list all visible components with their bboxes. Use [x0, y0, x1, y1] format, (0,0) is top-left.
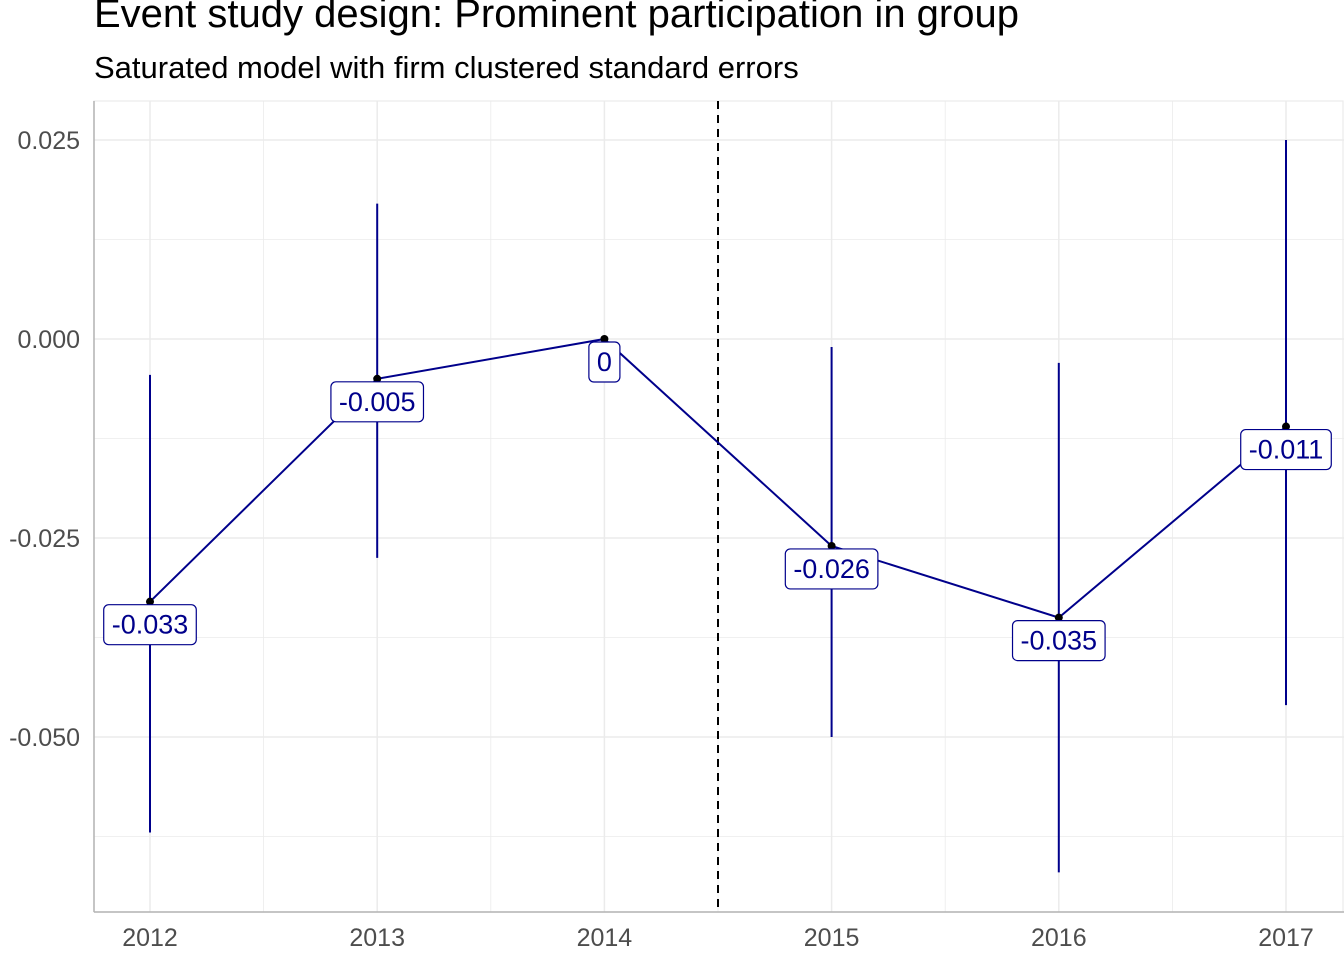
data-label: 0 [597, 347, 612, 377]
data-labels: -0.033 -0.005 0 -0.026 -0.035 -0.011 [103, 341, 1332, 662]
data-label-box [1011, 619, 1106, 662]
x-tick-label: 2016 [1031, 924, 1087, 952]
y-tick-label: 0.000 [17, 326, 80, 354]
data-label: -0.026 [793, 554, 870, 584]
y-tick-label: -0.025 [9, 525, 80, 553]
y-tick-label: 0.025 [17, 127, 80, 155]
data-label: -0.033 [112, 610, 189, 640]
data-label: -0.035 [1021, 626, 1098, 656]
data-point [373, 374, 382, 383]
chart-title: Event study design: Prominent participat… [94, 0, 1019, 36]
x-tick-label: 2013 [349, 924, 405, 952]
data-label-box [588, 341, 621, 383]
data-label-group: -0.026 [784, 548, 879, 590]
data-label: -0.011 [1249, 435, 1324, 465]
data-points [146, 335, 1290, 622]
data-point [600, 335, 609, 343]
data-point [827, 541, 836, 550]
data-point [1282, 422, 1290, 431]
data-label-box [330, 381, 425, 423]
data-label-group: -0.005 [330, 381, 425, 423]
data-label-group: -0.035 [1011, 619, 1106, 662]
data-label-group: 0 [588, 341, 621, 383]
x-tick-label: 2014 [577, 924, 633, 952]
data-label-box [784, 548, 879, 590]
data-point [1054, 613, 1063, 622]
chart-subtitle: Saturated model with firm clustered stan… [94, 50, 799, 85]
x-tick-label: 2015 [804, 924, 860, 952]
data-label-group: -0.011 [1240, 428, 1332, 471]
data-label-box [103, 604, 197, 646]
data-label: -0.005 [339, 387, 416, 417]
data-label-box [1240, 428, 1332, 471]
x-tick-label: 2012 [122, 924, 178, 952]
tick-labels: 0.025 0.000 -0.025 -0.050 2012 2013 2014 2015 20… [9, 127, 1314, 952]
x-tick-label: 2017 [1258, 924, 1314, 952]
data-point [146, 597, 154, 606]
y-tick-label: -0.050 [9, 724, 80, 752]
data-label-group: -0.033 [103, 604, 197, 646]
